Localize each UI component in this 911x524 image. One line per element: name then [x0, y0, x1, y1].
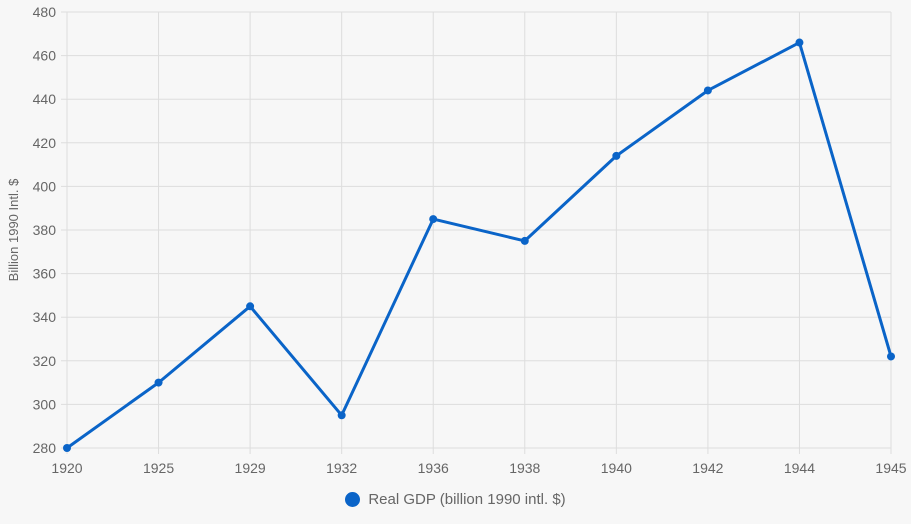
legend-item-real-gdp[interactable]: Real GDP (billion 1990 intl. $) — [345, 491, 566, 508]
data-points — [63, 38, 895, 452]
y-tick-label: 460 — [33, 48, 57, 64]
x-tick-label: 1942 — [692, 460, 723, 476]
series-layer — [65, 41, 893, 450]
data-point — [246, 302, 255, 311]
data-point — [154, 378, 163, 387]
y-tick-label: 380 — [33, 222, 57, 238]
x-tick-label: 1925 — [143, 460, 174, 476]
data-point — [887, 352, 895, 361]
y-axis-tick-labels: 280 300 320 340 360 380 400 420 440 460 480 — [33, 4, 57, 456]
x-tick-label: 1944 — [784, 460, 815, 476]
data-point — [429, 215, 438, 224]
y-tick-label: 400 — [33, 178, 57, 194]
legend: Real GDP (billion 1990 intl. $) — [0, 491, 911, 508]
y-tick-label: 420 — [33, 135, 57, 151]
y-tick-label: 440 — [33, 91, 57, 107]
x-tick-label: 1940 — [601, 460, 632, 476]
data-point — [520, 236, 529, 245]
y-tick-label: 340 — [33, 309, 57, 325]
data-point — [795, 38, 804, 47]
x-tick-label: 1936 — [418, 460, 449, 476]
y-tick-label: 320 — [33, 353, 57, 369]
y-tick-label: 280 — [33, 440, 57, 456]
data-point — [337, 411, 346, 420]
data-point — [703, 86, 712, 95]
x-tick-label: 1938 — [509, 460, 540, 476]
y-tick-label: 300 — [33, 396, 57, 412]
series-line — [65, 41, 893, 450]
x-axis-tick-labels: 1920 1925 1929 1932 1936 1938 1940 1942 1944 1945 — [51, 460, 906, 476]
data-point — [63, 444, 71, 452]
y-tick-label: 480 — [33, 4, 57, 20]
x-tick-label: 1932 — [326, 460, 357, 476]
grid-lines — [61, 11, 892, 454]
x-tick-label: 1929 — [235, 460, 266, 476]
y-tick-label: 360 — [33, 266, 57, 282]
x-tick-label: 1945 — [875, 460, 906, 476]
data-point — [612, 151, 621, 160]
legend-swatch — [345, 492, 361, 507]
x-tick-label: 1920 — [51, 460, 82, 476]
y-axis-title: Billion 1990 Intl. $ — [6, 178, 21, 281]
legend-label: Real GDP (billion 1990 intl. $) — [368, 491, 566, 508]
